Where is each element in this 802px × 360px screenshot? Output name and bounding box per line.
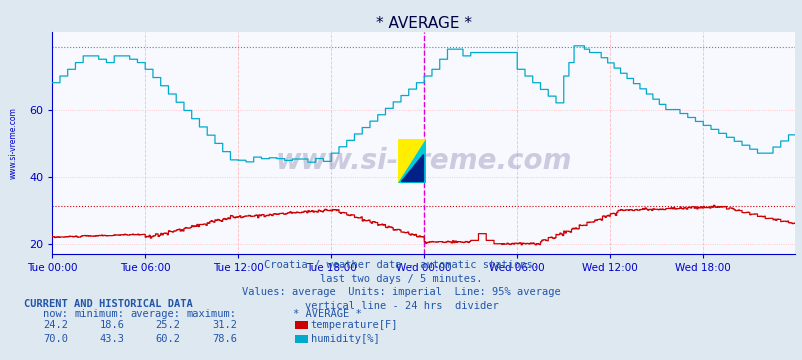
Text: 31.2: 31.2 bbox=[212, 320, 237, 330]
Text: temperature[F]: temperature[F] bbox=[310, 320, 398, 330]
Text: 24.2: 24.2 bbox=[43, 320, 68, 330]
Text: Values: average  Units: imperial  Line: 95% average: Values: average Units: imperial Line: 95… bbox=[242, 287, 560, 297]
Text: humidity[%]: humidity[%] bbox=[310, 334, 379, 344]
Text: 43.3: 43.3 bbox=[99, 334, 124, 344]
Text: average:: average: bbox=[131, 309, 180, 319]
Text: www.si-vreme.com: www.si-vreme.com bbox=[275, 147, 571, 175]
Text: CURRENT AND HISTORICAL DATA: CURRENT AND HISTORICAL DATA bbox=[24, 300, 192, 310]
Text: 25.2: 25.2 bbox=[156, 320, 180, 330]
Title: * AVERAGE *: * AVERAGE * bbox=[375, 16, 471, 31]
Text: * AVERAGE *: * AVERAGE * bbox=[293, 309, 362, 319]
Text: 18.6: 18.6 bbox=[99, 320, 124, 330]
Text: www.si-vreme.com: www.si-vreme.com bbox=[9, 107, 18, 179]
Text: vertical line - 24 hrs  divider: vertical line - 24 hrs divider bbox=[304, 301, 498, 311]
Text: minimum:: minimum: bbox=[75, 309, 124, 319]
Text: last two days / 5 minutes.: last two days / 5 minutes. bbox=[320, 274, 482, 284]
Text: 70.0: 70.0 bbox=[43, 334, 68, 344]
Text: 60.2: 60.2 bbox=[156, 334, 180, 344]
Text: Croatia / weather data - automatic stations.: Croatia / weather data - automatic stati… bbox=[264, 260, 538, 270]
Text: maximum:: maximum: bbox=[187, 309, 237, 319]
Text: now:: now: bbox=[43, 309, 68, 319]
Text: 78.6: 78.6 bbox=[212, 334, 237, 344]
